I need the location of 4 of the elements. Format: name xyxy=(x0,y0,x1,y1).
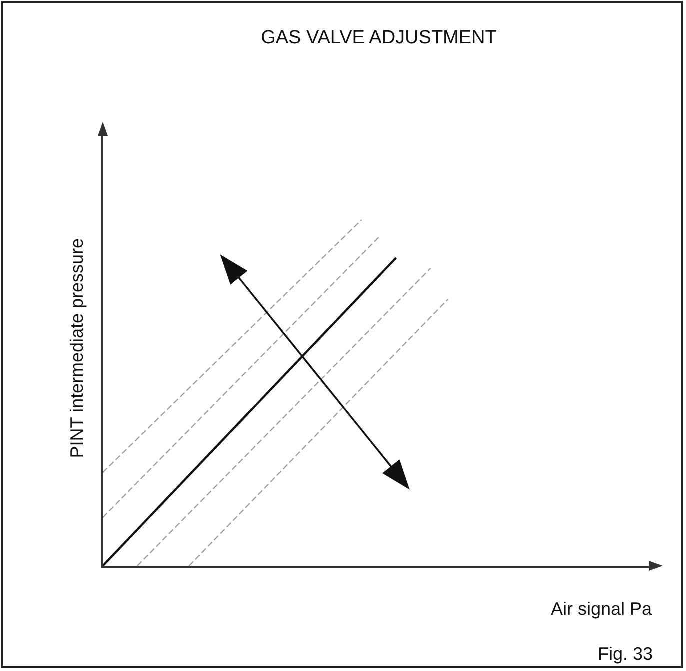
y-axis-title: PINT intermediate pressure xyxy=(67,238,88,458)
chart-title: GAS VALVE ADJUSTMENT xyxy=(261,27,498,48)
x-axis-title: Air signal Pa xyxy=(551,599,654,619)
caption: Fig. 33 xyxy=(598,644,654,664)
